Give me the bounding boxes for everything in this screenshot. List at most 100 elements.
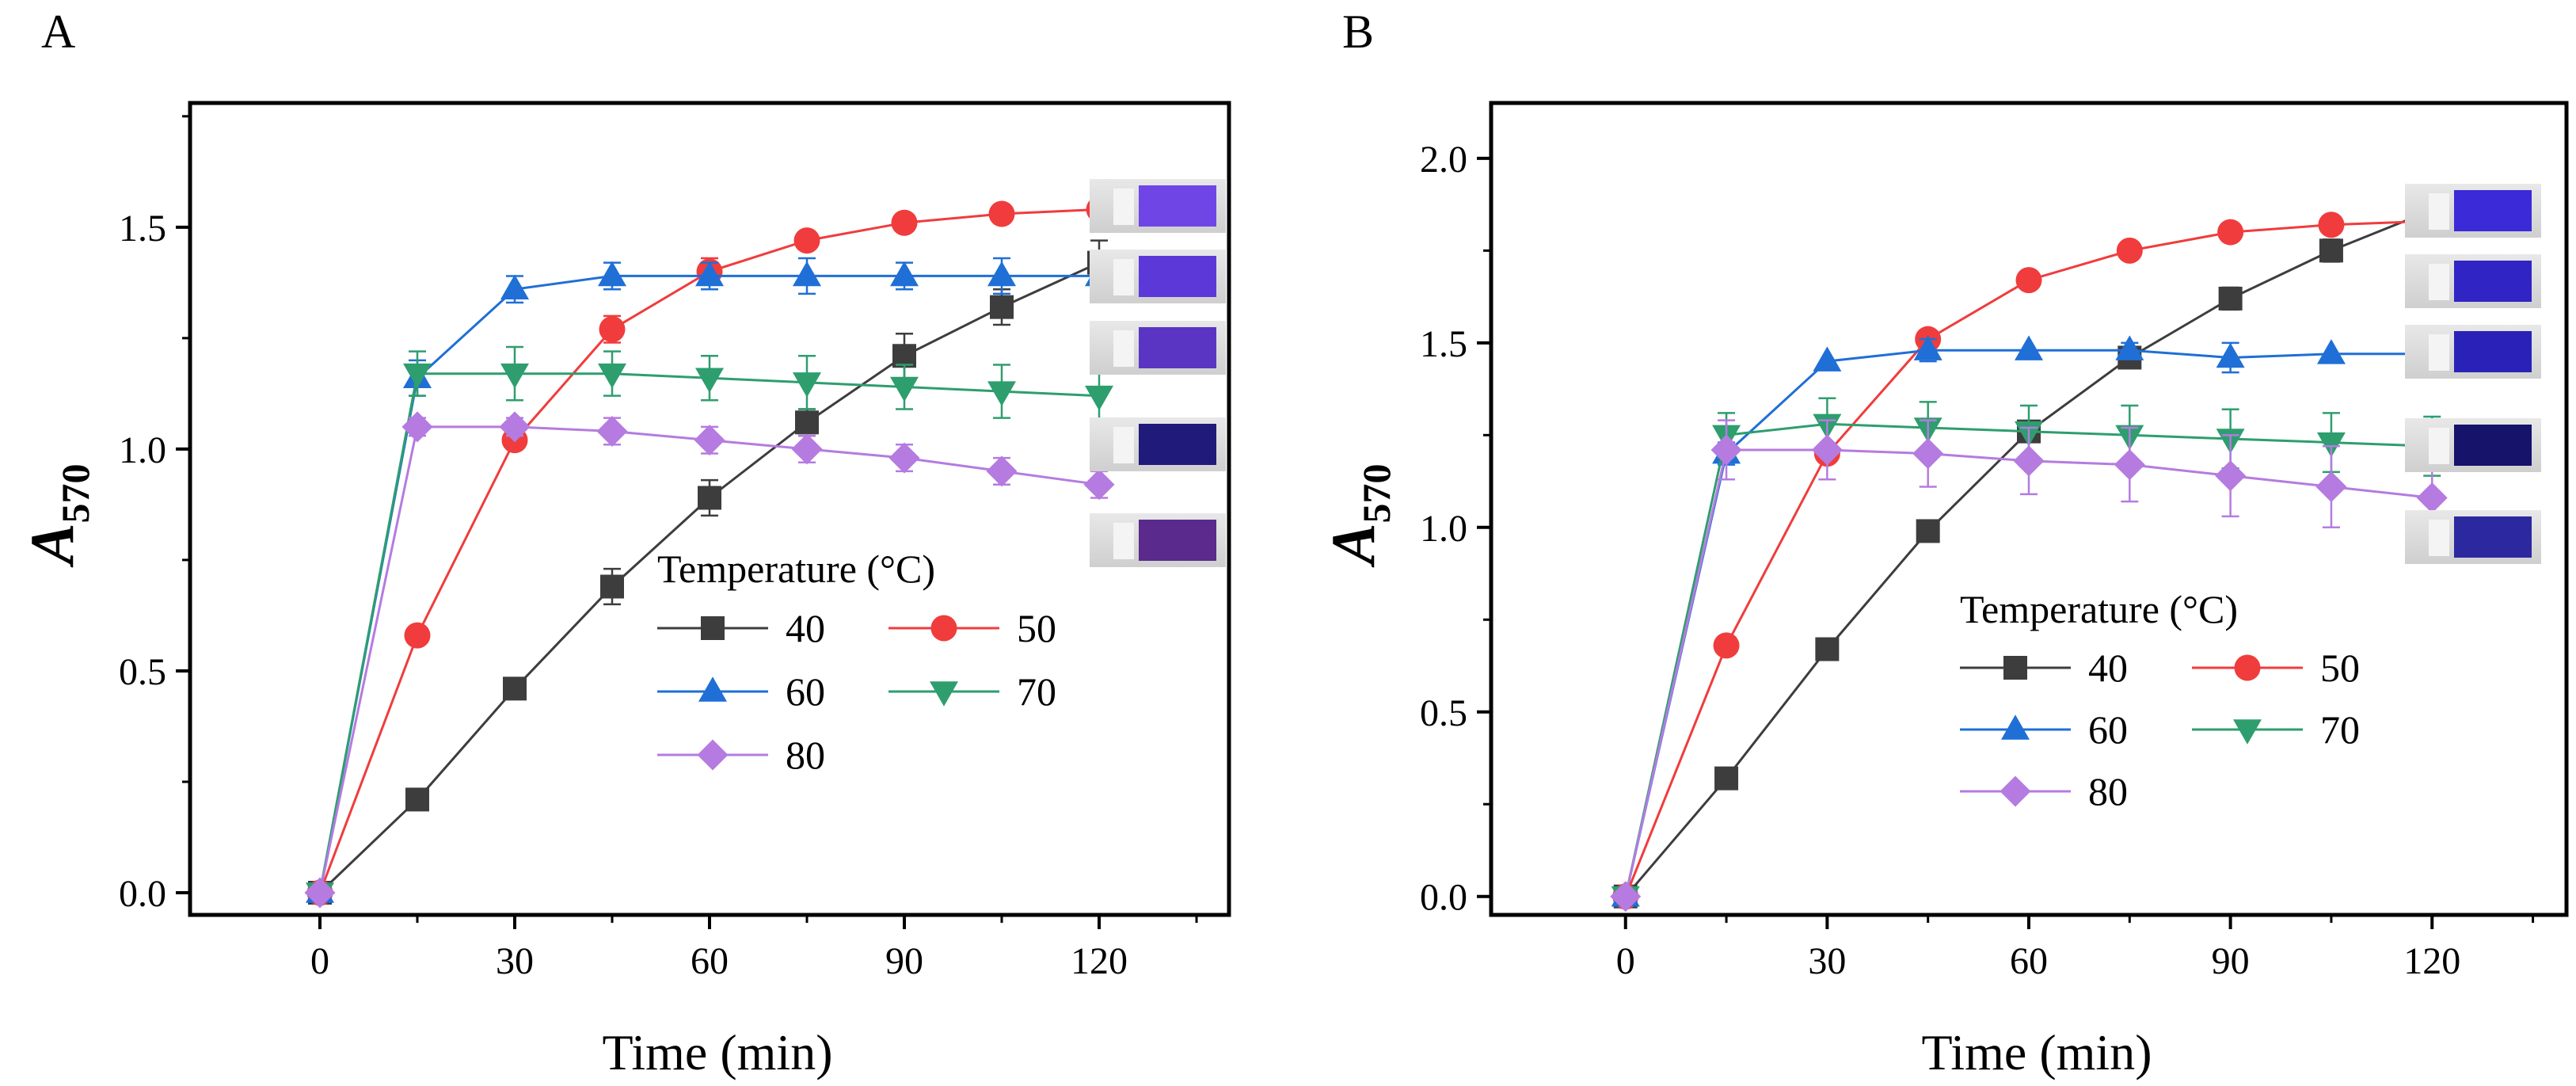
panel-b-legend-marker	[2234, 654, 2261, 681]
panel-b-y-tick-label: 0.5	[1420, 692, 1467, 734]
panel-a-legend-marker	[701, 616, 725, 640]
panel-b-x-tick-label: 30	[1808, 940, 1846, 982]
panel-a-y-tick-label: 1.5	[119, 208, 166, 250]
panel-a-series-60-point	[987, 261, 1016, 287]
panel-b-series-80-point	[1610, 881, 1642, 913]
panel-a-series-40-point	[698, 486, 721, 510]
panel-b-vial-4	[2405, 418, 2541, 472]
panel-a-series-80-point	[888, 442, 920, 474]
panel-a-series-40-point	[405, 787, 429, 812]
panel-a-vial-photos	[1090, 179, 1226, 567]
panel-a-series-70-point	[987, 381, 1016, 406]
panel-a-series-80-point	[791, 433, 823, 465]
panel-b-series-60-point	[2216, 342, 2245, 368]
panel-a-series-50-point	[404, 622, 431, 649]
panel-a-legend-label: 60	[786, 669, 825, 714]
panel-a-series-40-point	[600, 574, 624, 599]
panel-a-y-axis-label-sub: 570	[53, 464, 97, 524]
panel-a-vial-1	[1090, 179, 1226, 233]
panel-b-series-80-point	[2013, 445, 2045, 477]
panel-a-series-40-point	[990, 295, 1014, 319]
panel-b-legend-item-40: 40	[1960, 646, 2128, 690]
panel-b-y-tick-label: 2.0	[1420, 139, 1467, 181]
panel-b-series-40-point	[1815, 637, 1840, 661]
panel-b-series-40-line	[1624, 208, 2433, 897]
panel-b-legend-title: Temperature (°C)	[1960, 587, 2238, 631]
panel-a-vial-2	[1090, 250, 1226, 303]
panel-a-series-80-point	[401, 411, 433, 443]
panel-a-series-80-point	[499, 411, 531, 443]
panel-a-series-70-point	[695, 368, 724, 394]
panel-b-series-40-point	[2319, 238, 2343, 263]
panel-b-legend-item-70: 70	[2192, 707, 2360, 752]
panel-a-series-50-point	[793, 227, 820, 254]
panel-b-series-40-point	[1916, 519, 1940, 543]
panel-b-series-80-point	[2215, 460, 2247, 492]
panel-a-series-40-point	[503, 676, 527, 701]
panel-b-series-50-point	[1713, 632, 1740, 659]
panel-a-legend: Temperature (°C) 40 50 60 70 80	[657, 547, 1056, 777]
panel-a-legend-label: 70	[1017, 669, 1056, 714]
panel-a-legend-item-40: 40	[657, 606, 825, 650]
panel-b-series-80-line	[1624, 448, 2433, 897]
panel-b-y-tick-label: 1.5	[1420, 323, 1467, 365]
panel-b-legend-label: 50	[2320, 646, 2360, 690]
panel-a-series-70-point	[598, 363, 626, 389]
panel-a-x-tick-label: 30	[496, 940, 534, 982]
panel-a-series-60-point	[598, 261, 626, 287]
panel-a-legend-item-60: 60	[657, 669, 825, 714]
panel-a-legend-label: 40	[786, 606, 825, 650]
panel-b-series-50-line	[1624, 219, 2433, 897]
panel-a-series-50-point	[599, 316, 626, 343]
panel-b-series-80-point	[2315, 471, 2347, 503]
panel-b-series-40-point	[2218, 286, 2243, 311]
panel-a-legend-label: 80	[786, 733, 825, 777]
panel-b-vial-5	[2405, 510, 2541, 564]
panel-a-series-70-point	[890, 376, 919, 402]
panel-b-letter: B	[1342, 6, 1374, 58]
panel-b-series-70-point	[2316, 432, 2346, 458]
panel-a-x-tick-label: 60	[691, 940, 729, 982]
panel-b-x-tick-label: 90	[2212, 940, 2250, 982]
panel-a-series-70-point	[500, 363, 529, 389]
panel-b-series-60-point	[2015, 335, 2043, 360]
panel-b-legend-item-60: 60	[1960, 707, 2128, 752]
panel-b-legend-marker	[2000, 775, 2031, 807]
panel-b-series-40	[1613, 198, 2445, 909]
panel-a-series-70-point	[1085, 385, 1113, 411]
panel-b-x-tick-label: 60	[2010, 940, 2048, 982]
panel-a-series-60-point	[695, 261, 724, 287]
panel-b-x-tick-label: 120	[2403, 940, 2460, 982]
panel-b-series-60-point	[2316, 339, 2346, 364]
panel-a-series-40-point	[795, 410, 819, 435]
panel-a-series-80-point	[1083, 469, 1115, 501]
panel-b-y-axis-label-main: A	[1318, 523, 1387, 568]
panel-b-legend-marker	[2233, 719, 2262, 745]
panel-a-vial-5	[1090, 513, 1226, 567]
panel-a-series-80-point	[596, 415, 628, 447]
panel-b-legend-label: 40	[2088, 646, 2128, 690]
panel-b-series-50-point	[2318, 211, 2345, 238]
panel-b-series-60-point	[1913, 335, 1942, 360]
panel-a-legend-title: Temperature (°C)	[657, 547, 935, 591]
panel-a-series-60-point	[793, 261, 821, 287]
panel-a-x-tick-label: 90	[885, 940, 923, 982]
panel-b-y-axis-label-sub: 570	[1354, 464, 1398, 524]
panel-b-series-60-point	[2115, 335, 2144, 360]
panel-b-series-50	[1612, 208, 2445, 910]
panel-a-letter: A	[41, 6, 75, 58]
panel-a-vial-4	[1090, 417, 1226, 471]
panel-b-series-80-point	[2416, 482, 2448, 514]
panel-a-y-tick-label: 0.0	[119, 873, 166, 915]
panel-a-legend-item-80: 80	[657, 733, 825, 777]
panel-a-series-50-point	[988, 200, 1015, 227]
panel-a-legend-marker	[698, 676, 727, 702]
panel-a-series-80-point	[986, 455, 1018, 487]
panel-a-series-60-point	[890, 261, 919, 287]
panel-a-x-tick-label: 120	[1071, 940, 1128, 982]
panel-b-series-80-point	[1912, 438, 1944, 470]
